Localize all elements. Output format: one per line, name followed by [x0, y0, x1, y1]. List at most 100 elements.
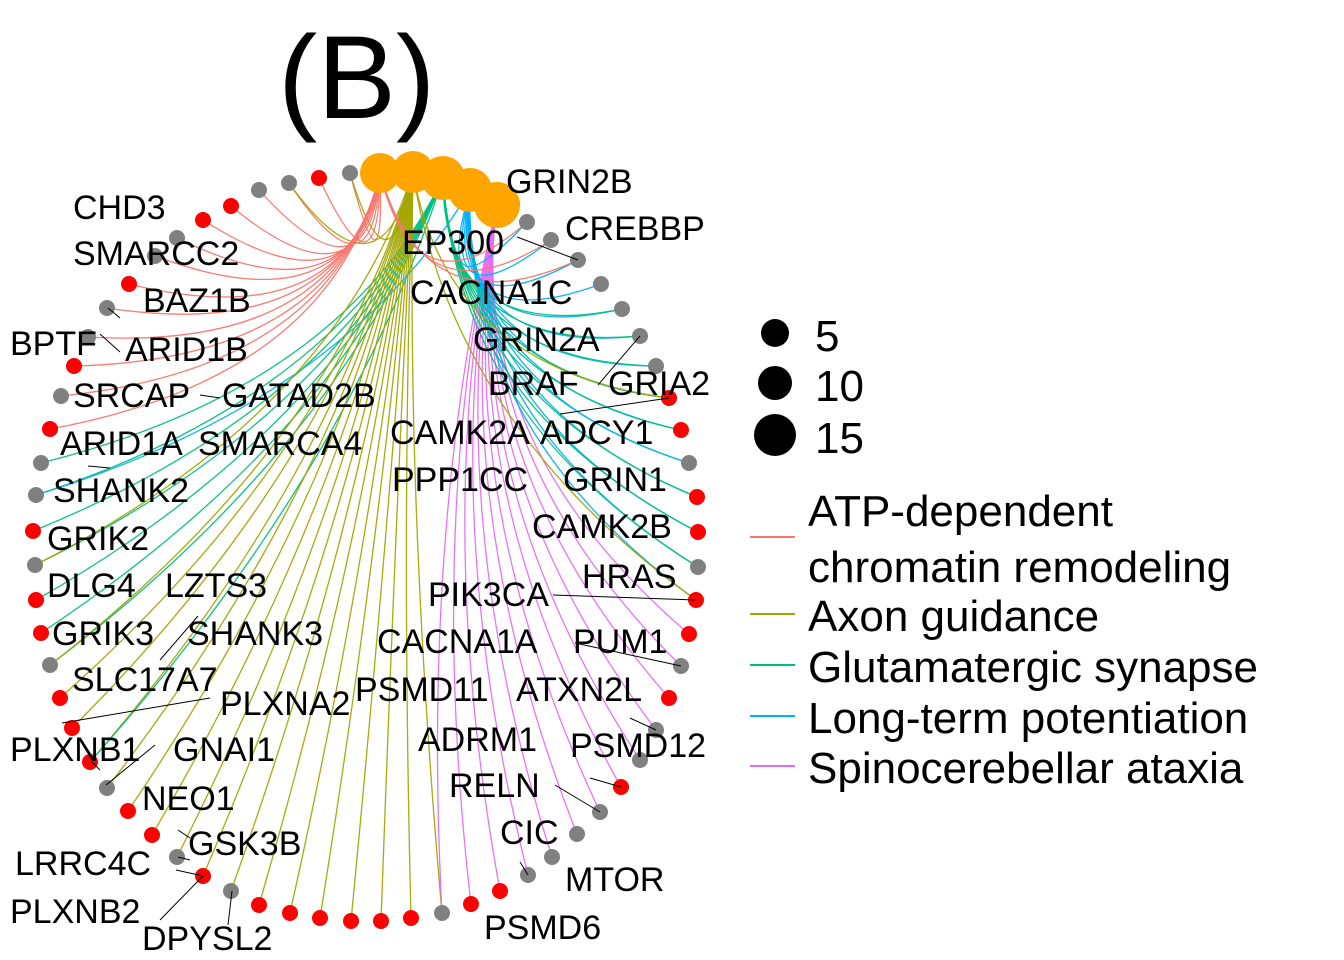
gene-label-psmd11: PSMD11: [355, 671, 489, 709]
category-nodes: [360, 151, 520, 228]
gene-node-61: [543, 232, 559, 248]
gene-node-41: [569, 826, 585, 842]
gene-node-21: [52, 690, 68, 706]
network-edge-49-1: [412, 171, 697, 601]
size-legend-dot-5: [761, 319, 789, 347]
gene-label-crebbp: CREBBP: [565, 210, 705, 248]
leader-line-10: [107, 307, 121, 319]
gene-label-plxnb2: PLXNB2: [10, 893, 140, 931]
leader-line-21: [177, 856, 191, 861]
gene-node-16: [25, 523, 41, 539]
size-legend-label-15: 15: [815, 414, 864, 463]
leader-line-17: [177, 829, 191, 839]
gene-label-cic: CIC: [500, 814, 559, 852]
gene-label-bptf: BPTF: [10, 325, 97, 363]
gene-label-grik2: GRIK2: [47, 520, 149, 558]
gene-node-9: [99, 300, 115, 316]
legend-label-glut: Glutamatergic synapse: [808, 643, 1258, 692]
size-legend: 5 10 15: [754, 312, 864, 463]
network-edge-60-0: [379, 172, 579, 283]
gene-label-braf: BRAF: [488, 365, 579, 403]
gene-label-grik3: GRIK3: [52, 615, 154, 653]
leader-line-8: [519, 861, 529, 876]
gene-node-7: [147, 248, 163, 264]
gene-label-plxna2: PLXNA2: [220, 685, 350, 723]
gene-node-20: [42, 657, 58, 673]
label-leader-lines: [61, 236, 697, 926]
leader-line-19: [159, 875, 204, 921]
gene-label-psmd12: PSMD12: [570, 727, 706, 765]
gene-node-29: [223, 883, 239, 899]
network-edge-4-0: [230, 172, 381, 255]
legend-label-atp-line1: ATP-dependent: [808, 487, 1113, 536]
gene-label-reln: RELN: [449, 767, 540, 805]
gene-label-gsk3b: GSK3B: [188, 825, 301, 863]
network-edge-61-0: [379, 172, 552, 272]
leader-line-4: [574, 642, 682, 667]
gene-label-grin2b: GRIN2B: [506, 163, 633, 201]
gene-label-mtor: MTOR: [565, 861, 664, 899]
network-edge-45-4: [490, 204, 657, 731]
network-edge-3-0: [258, 172, 381, 248]
network-edge-29-1: [230, 171, 414, 892]
size-legend-label-10: 10: [815, 362, 864, 411]
network-edge-42-4: [484, 204, 601, 813]
gene-node-25: [120, 803, 136, 819]
leader-line-13: [159, 615, 199, 661]
gene-node-11: [66, 358, 82, 374]
network-edge-31-1: [289, 171, 414, 914]
network-edge-32-1: [319, 171, 414, 919]
gene-label-adcy1: ADCY1: [540, 414, 653, 452]
network-edge-25-1: [127, 171, 414, 812]
legend-label-ltp: Long-term potentiation: [808, 694, 1248, 743]
network-edge-5-0: [202, 172, 381, 261]
network-edge-46-4: [491, 204, 670, 699]
leader-line-1: [597, 335, 641, 386]
leader-line-12: [87, 465, 111, 469]
network-edge-23-1: [89, 171, 414, 763]
network-edge-0-0: [349, 172, 382, 241]
gene-label-gria2: GRIA2: [608, 365, 710, 403]
gene-node-33: [343, 913, 359, 929]
gene-label-smarca4: SMARCA4: [198, 425, 362, 463]
gene-label-camk2b: CAMK2B: [532, 508, 672, 546]
gene-label-slc17a7: SLC17A7: [72, 661, 218, 699]
gene-label-camk2a: CAMK2A: [390, 414, 530, 452]
network-edge-21-1: [59, 171, 414, 699]
gene-node-3: [251, 182, 267, 198]
leader-line-7: [554, 784, 601, 813]
leader-line-11: [199, 394, 221, 399]
leader-line-2: [559, 397, 670, 415]
gene-node-38: [492, 883, 508, 899]
category-node-0: [360, 153, 400, 193]
gene-node-35: [403, 910, 419, 926]
gene-node-56: [648, 358, 664, 374]
gene-labels: GRIN2B CREBBP EP300 CACNA1C GRIN2A BRAF GRIA2 C…: [10, 163, 710, 958]
network-edge-58-3: [466, 189, 623, 318]
gene-label-lrrc4c: LRRC4C: [15, 845, 151, 883]
network-edge-55-1: [412, 171, 670, 399]
gene-node-34: [373, 913, 389, 929]
gene-node-26: [144, 827, 160, 843]
gene-label-ppp1cc: PPP1CC: [392, 461, 528, 499]
network-edge-57-2: [442, 177, 641, 339]
network-edge-61-3: [461, 189, 552, 276]
leader-line-3: [552, 594, 697, 601]
gene-node-36: [434, 905, 450, 921]
gene-node-18: [28, 592, 44, 608]
leader-line-15: [105, 744, 156, 786]
gene-node-8: [121, 276, 137, 292]
gene-node-59: [593, 276, 609, 292]
gene-label-cacna1c: CACNA1C: [410, 274, 572, 312]
gene-node-44: [632, 752, 648, 768]
gene-label-srcap: SRCAP: [73, 377, 190, 415]
gene-label-ep300: EP300: [402, 224, 504, 262]
network-edge-58-2: [442, 177, 623, 317]
gene-node-6: [169, 230, 185, 246]
network-edge-62-0: [379, 172, 528, 262]
gene-label-dlg4: DLG4: [47, 567, 136, 605]
gene-nodes: [25, 165, 706, 929]
gene-node-37: [463, 896, 479, 912]
gene-label-arid1b: ARID1B: [125, 331, 248, 369]
gene-label-pum1: PUM1: [573, 623, 667, 661]
